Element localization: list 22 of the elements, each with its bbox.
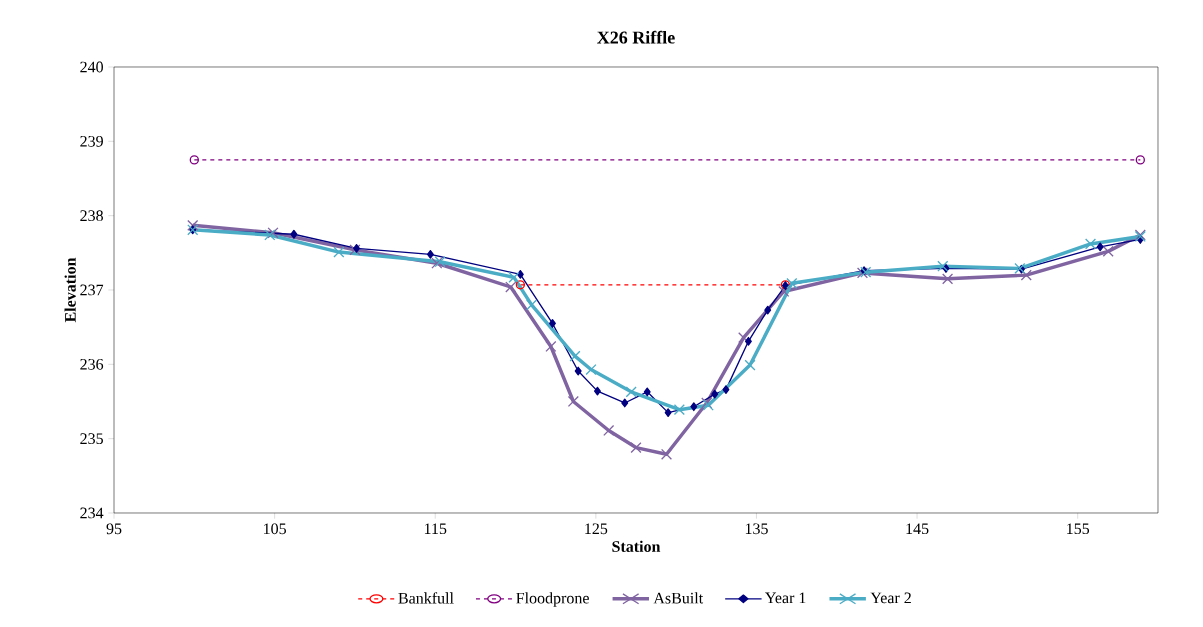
legend-label: Floodprone	[516, 592, 589, 607]
legend-label: Bankfull	[398, 592, 454, 604]
y-tick-label: 234	[80, 507, 104, 519]
y-tick-label: 238	[80, 210, 103, 222]
x-axis-title: Station	[612, 540, 661, 552]
x-tick-label: 95	[106, 523, 122, 535]
x-tick-label: 105	[264, 523, 286, 535]
y-tick-label: 236	[80, 358, 104, 370]
y-tick-label: 237	[80, 284, 104, 296]
chart-title: X26 Riffle	[597, 30, 675, 44]
y-tick-label: 235	[80, 433, 103, 445]
x-tick-label: 135	[745, 523, 768, 535]
x-tick-label: 145	[906, 523, 929, 535]
y-tick-label: 239	[80, 135, 103, 147]
y-axis-title: Elevation	[64, 257, 76, 323]
legend-label: Year 2	[870, 592, 911, 604]
y-tick-label: 240	[80, 61, 103, 73]
legend-label: Year 1	[765, 592, 806, 604]
x-tick-label: 155	[1067, 523, 1090, 535]
x-tick-label: 115	[424, 523, 447, 535]
x-tick-label: 125	[585, 523, 608, 535]
legend-label: AsBuilt	[653, 592, 704, 604]
